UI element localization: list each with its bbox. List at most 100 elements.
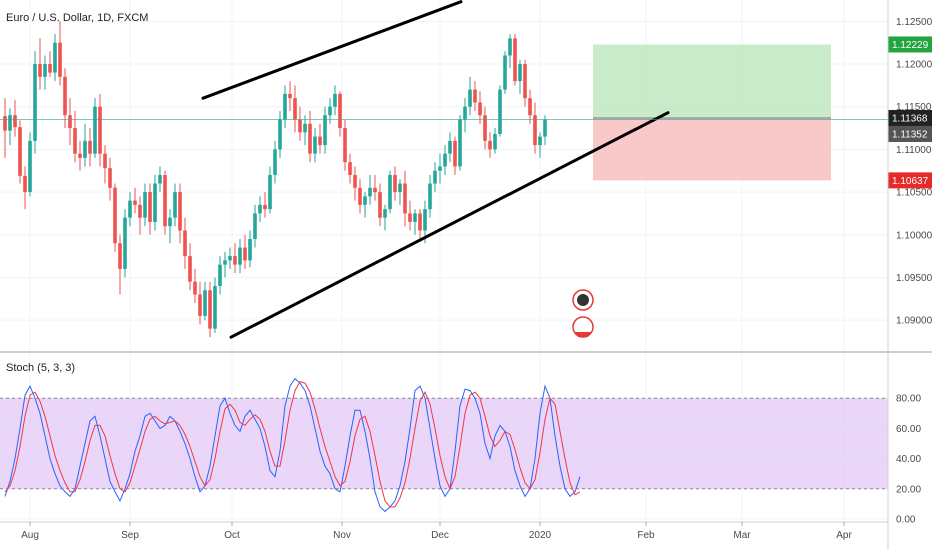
candle-body [543, 119, 547, 137]
trend-channel[interactable] [201, 0, 670, 339]
candle-body [443, 153, 447, 167]
stoch-tick-label: 0.00 [896, 515, 916, 526]
candle-body [468, 89, 472, 107]
candle-body [138, 204, 142, 218]
candle-body [103, 153, 107, 169]
symbol-title: Euro / U.S. Dollar, 1D, FXCM [6, 12, 148, 24]
candle-body [493, 134, 497, 150]
candle-body [498, 89, 502, 135]
time-tick-label: Dec [431, 530, 449, 541]
candle-body [523, 64, 527, 99]
candle-body [318, 136, 322, 146]
price-badge [888, 109, 932, 126]
candle-body [288, 93, 292, 99]
stoch-k-line [4, 377, 581, 513]
candle-body [198, 294, 202, 316]
candle-body [428, 183, 432, 210]
candle-body [483, 115, 487, 141]
price-badge [888, 36, 932, 53]
candle-body [338, 93, 342, 129]
price-badge [888, 172, 932, 189]
price-tick-label: 1.12500 [896, 17, 932, 28]
candle-body [503, 55, 507, 90]
candle-body [283, 93, 287, 120]
candle-body [93, 106, 97, 154]
candle-body [398, 183, 402, 193]
long-position-tool[interactable] [593, 44, 831, 181]
candle-body [378, 192, 382, 218]
stoch-tick-label: 40.00 [896, 454, 921, 465]
candle-body [143, 192, 147, 218]
candle-body [303, 123, 307, 133]
price-axis[interactable]: 1.12500 1.12000 1.11500 1.11000 1.10500 1.100… [896, 17, 932, 327]
candle-body [213, 285, 217, 329]
event-boat-icon [575, 332, 591, 337]
candle-body [218, 264, 222, 286]
price-badges: 1.12229 1.11368 1.11352 1.10637 [888, 36, 932, 189]
candle-body [238, 247, 242, 265]
time-tick-label: Mar [733, 530, 751, 541]
candle-body [363, 196, 367, 205]
candle-body [248, 239, 252, 261]
candle-body [333, 93, 337, 107]
trendline-lower [229, 111, 670, 339]
candle-body [323, 115, 327, 146]
candle-body [168, 217, 172, 227]
candle-body [63, 76, 67, 116]
candle-body [183, 230, 187, 257]
candle-body [393, 175, 397, 193]
candle-body [373, 187, 377, 193]
price-tick-label: 1.09500 [896, 273, 932, 284]
events-marker[interactable] [572, 289, 594, 338]
time-tick-label: Aug [21, 530, 39, 541]
candle-body [433, 170, 437, 184]
price-tick-label: 1.09000 [896, 316, 932, 327]
candle-body [128, 200, 132, 218]
candle-body [513, 38, 517, 82]
stoch-band [0, 397, 888, 490]
candle-body [343, 128, 347, 163]
candle-body [18, 127, 22, 176]
time-axis[interactable]: Aug Sep Oct Nov Dec 2020 Feb Mar Apr [21, 522, 852, 541]
candle-body [13, 115, 17, 128]
candle-body [233, 256, 237, 265]
candle-body [353, 175, 357, 188]
price-tick-label: 1.10000 [896, 230, 932, 241]
candle-body [28, 140, 32, 193]
price-badge [888, 125, 932, 142]
stoch-tick-label: 20.00 [896, 484, 921, 495]
candle-body [228, 256, 232, 261]
candle-body [533, 115, 537, 146]
candle-body [388, 175, 392, 210]
candle-body [158, 175, 162, 184]
candle-body [68, 115, 72, 129]
price-badge-label: 1.10637 [892, 176, 929, 187]
candle-body [263, 204, 267, 210]
candle-body [438, 166, 442, 171]
price-badge-label: 1.12229 [892, 40, 929, 51]
stoch-d-line [4, 381, 581, 508]
candle-body [278, 119, 282, 150]
candle-body [253, 213, 257, 240]
candle-body [258, 204, 262, 214]
time-tick-label: Sep [121, 530, 139, 541]
price-badge-label: 1.11368 [892, 113, 928, 124]
time-tick-label: Feb [637, 530, 655, 541]
candle-body [23, 175, 27, 193]
candle-body [208, 290, 212, 329]
candle-body [118, 243, 122, 269]
candle-body [148, 192, 152, 222]
time-tick-label: Nov [333, 530, 351, 541]
candle-body [58, 42, 62, 77]
stoch-lines [4, 377, 581, 513]
loss-zone [593, 117, 831, 181]
candle-body [328, 106, 332, 116]
stoch-tick-label: 80.00 [896, 394, 921, 405]
stoch-fill [0, 398, 888, 489]
candle-body [188, 256, 192, 282]
stoch-axis[interactable]: 80.00 60.00 40.00 20.00 0.00 [896, 394, 921, 526]
candle-body [78, 153, 82, 158]
event-dots-icon [577, 294, 589, 306]
candles [3, 21, 547, 338]
